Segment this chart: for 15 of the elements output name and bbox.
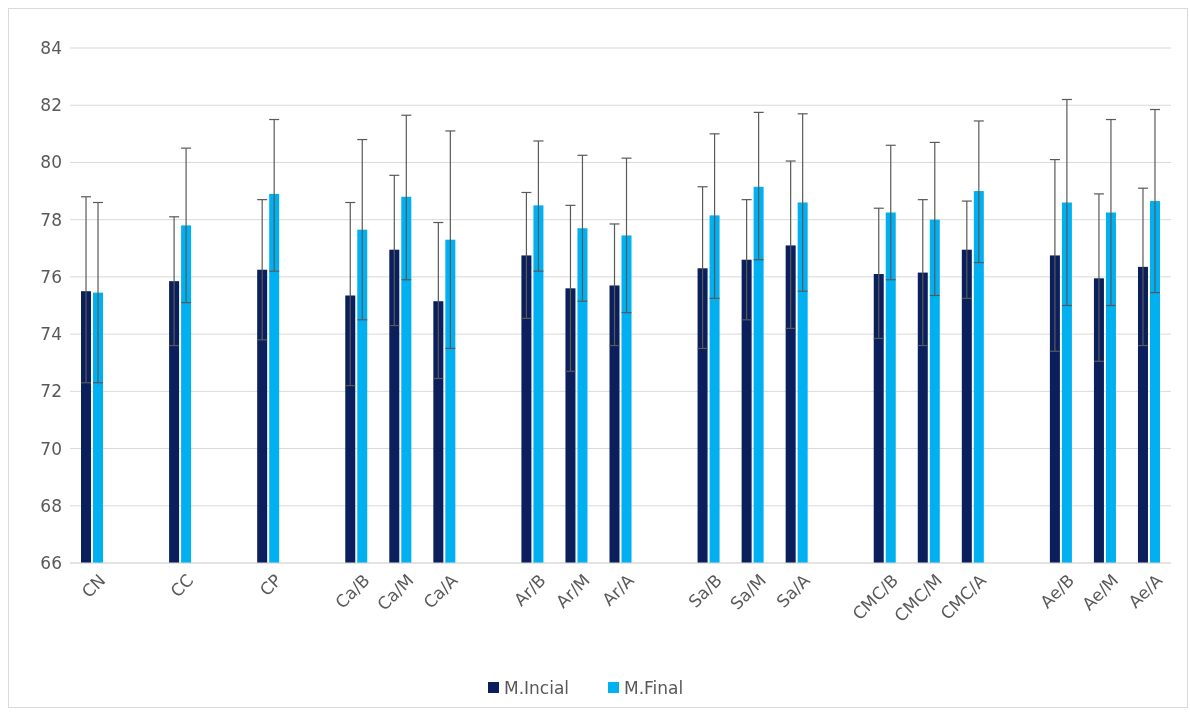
x-tick-label: CC (166, 570, 198, 602)
y-tick-label: 82 (40, 95, 62, 116)
y-tick-label: 76 (40, 266, 62, 287)
y-tick-label: 72 (40, 381, 62, 402)
y-tick-label: 68 (40, 495, 62, 516)
x-tick-label: CP (255, 570, 286, 600)
y-tick-label: 74 (40, 324, 62, 345)
legend-label: M.Final (624, 677, 684, 698)
y-tick-label: 70 (40, 438, 62, 459)
x-tick-label: CN (77, 570, 110, 602)
y-tick-label: 66 (40, 552, 62, 573)
y-tick-label: 78 (40, 209, 62, 230)
y-tick-label: 80 (40, 152, 62, 173)
y-tick-label: 84 (40, 37, 62, 58)
legend-label: M.Incial (504, 677, 570, 698)
